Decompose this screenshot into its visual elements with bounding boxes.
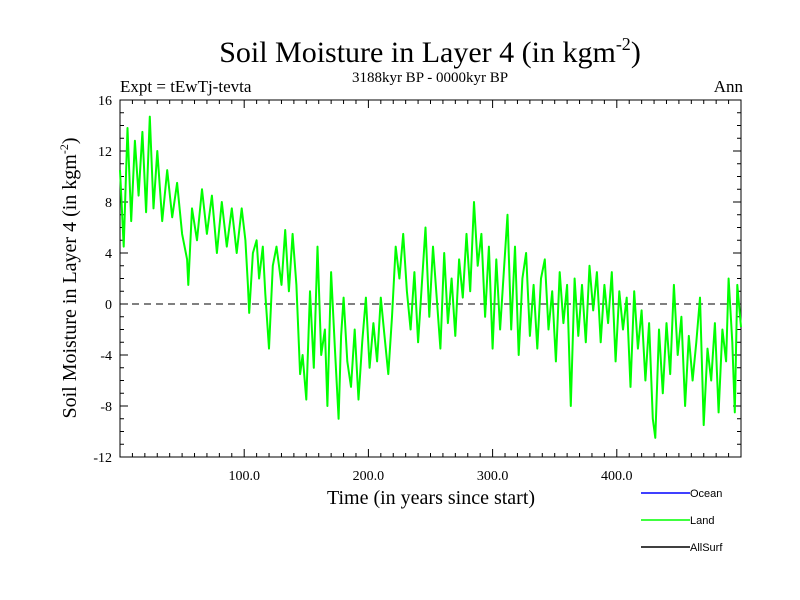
- series-line-land: [119, 115, 742, 439]
- title-close: ): [631, 36, 641, 69]
- y-tick-label: 16: [98, 94, 112, 109]
- y-tick-label: 4: [105, 247, 112, 262]
- legend-label-ocean: Ocean: [690, 488, 722, 500]
- x-tick-label: 100.0: [228, 469, 260, 484]
- x-tick-label: 400.0: [601, 469, 633, 484]
- legend: Ocean Land AllSurf: [641, 488, 723, 554]
- x-tick-label: 200.0: [353, 469, 385, 484]
- y-tick-label: 12: [98, 145, 112, 160]
- title-main: Soil Moisture in Layer 4 (in kgm: [219, 36, 616, 69]
- y-tick-label: -8: [100, 400, 112, 415]
- y-axis-ticks: 16 12 8 4 0 -4 -8 -12: [93, 94, 741, 466]
- ylabel-close: ): [59, 137, 81, 144]
- y-tick-label: -4: [100, 349, 112, 364]
- chart-subtitle: 3188kyr BP - 0000kyr BP: [352, 70, 508, 86]
- y-axis-label: Soil Moisture in Layer 4 (in kgm-2): [57, 137, 81, 418]
- season-label: Ann: [714, 77, 744, 96]
- title-superscript: -2: [616, 34, 631, 54]
- y-tick-label: -12: [93, 451, 112, 466]
- ylabel-main: Soil Moisture in Layer 4 (in kgm: [59, 154, 81, 419]
- y-tick-label: 8: [105, 196, 112, 211]
- experiment-label: Expt = tEwTj-tevta: [120, 77, 252, 96]
- ylabel-superscript: -2: [57, 144, 71, 154]
- y-tick-label: 0: [105, 298, 112, 313]
- chart-title: Soil Moisture in Layer 4 (in kgm-2): [219, 34, 641, 69]
- x-axis-ticks: 100.0 200.0 300.0 400.0: [131, 100, 730, 484]
- legend-label-allsurf: AllSurf: [690, 542, 723, 554]
- legend-label-land: Land: [690, 515, 714, 527]
- x-tick-label: 300.0: [477, 469, 509, 484]
- x-axis-label: Time (in years since start): [327, 487, 535, 509]
